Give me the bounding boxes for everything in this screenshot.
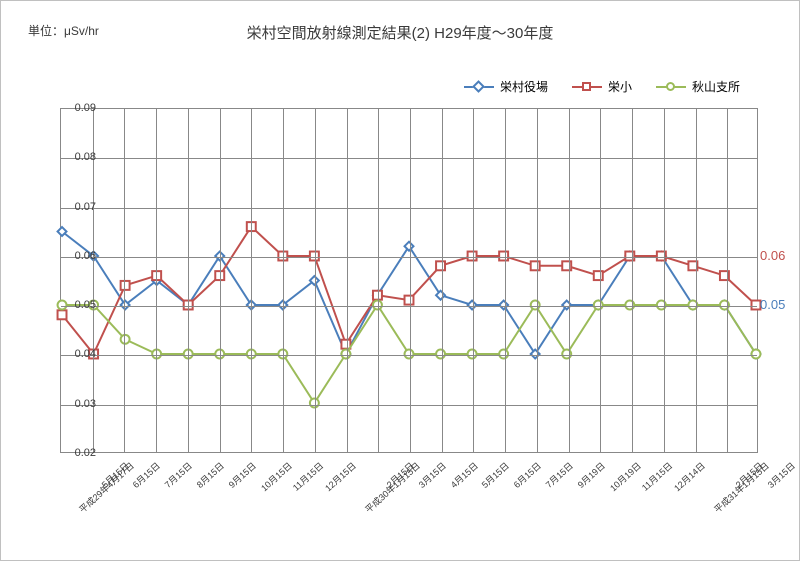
gridline-v [727, 109, 728, 452]
chart-title: 栄村空間放射線測定結果(2) H29年度～30年度 [0, 22, 800, 43]
plot-area [60, 108, 758, 453]
gridline-v [664, 109, 665, 452]
gridline-v [473, 109, 474, 452]
gridline-v [537, 109, 538, 452]
gridline-h [61, 355, 757, 356]
gridline-v [505, 109, 506, 452]
gridline-v [347, 109, 348, 452]
gridline-v [569, 109, 570, 452]
gridline-v [188, 109, 189, 452]
ytick-label: 0.09 [75, 102, 96, 114]
ytick-label: 0.04 [75, 348, 96, 360]
gridline-h [61, 306, 757, 307]
gridline-v [442, 109, 443, 452]
gridline-v [600, 109, 601, 452]
gridline-h [61, 158, 757, 159]
chart-svg [61, 109, 757, 452]
gridline-v [315, 109, 316, 452]
end-value-label: 0.05 [760, 297, 785, 312]
ytick-label: 0.07 [75, 201, 96, 213]
legend-swatch [656, 82, 686, 92]
ytick-label: 0.05 [75, 299, 96, 311]
ytick-label: 0.08 [75, 151, 96, 163]
legend-label: 栄小 [608, 78, 632, 95]
legend-item: 秋山支所 [656, 78, 740, 95]
gridline-h [61, 405, 757, 406]
gridline-v [632, 109, 633, 452]
gridline-v [696, 109, 697, 452]
gridline-v [124, 109, 125, 452]
end-value-label: 0.06 [760, 248, 785, 263]
legend-label: 栄村役場 [500, 78, 548, 95]
gridline-v [251, 109, 252, 452]
legend-swatch [572, 82, 602, 92]
legend-item: 栄小 [572, 78, 632, 95]
ytick-label: 0.06 [75, 250, 96, 262]
gridline-h [61, 208, 757, 209]
ytick-label: 0.02 [75, 447, 96, 459]
gridline-v [410, 109, 411, 452]
gridline-v [156, 109, 157, 452]
legend-label: 秋山支所 [692, 78, 740, 95]
gridline-h [61, 257, 757, 258]
legend-item: 栄村役場 [464, 78, 548, 95]
gridline-v [283, 109, 284, 452]
legend: 栄村役場 栄小 秋山支所 [464, 78, 740, 95]
ytick-label: 0.03 [75, 398, 96, 410]
legend-swatch [464, 82, 494, 92]
gridline-v [378, 109, 379, 452]
gridline-v [220, 109, 221, 452]
